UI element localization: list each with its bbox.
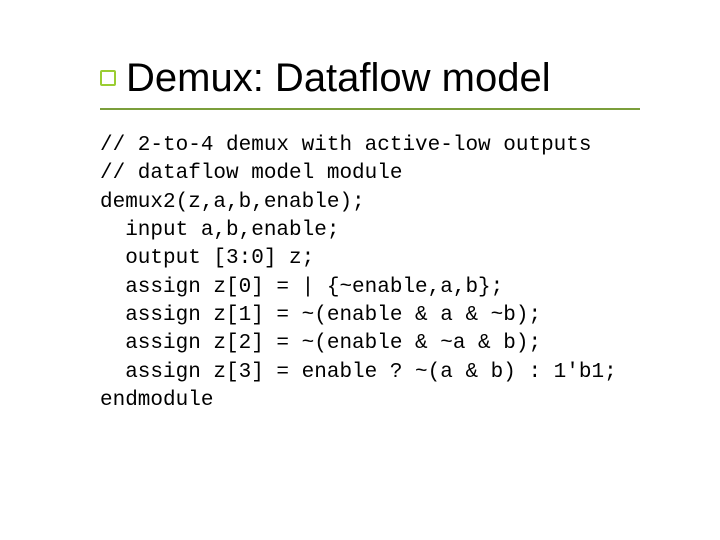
code-line: assign z[3] = enable ? ~(a & b) : 1'b1;	[100, 359, 720, 387]
code-line: input a,b,enable;	[100, 217, 720, 245]
code-line: output [3:0] z;	[100, 245, 720, 273]
code-line: // 2-to-4 demux with active-low outputs	[100, 132, 720, 160]
code-line: // dataflow model module	[100, 160, 720, 188]
bullet-icon	[100, 70, 116, 86]
slide: Demux: Dataflow model // 2-to-4 demux wi…	[0, 0, 720, 540]
slide-title: Demux: Dataflow model	[126, 56, 551, 100]
title-row: Demux: Dataflow model	[100, 56, 720, 100]
code-line: endmodule	[100, 387, 720, 415]
code-line: assign z[1] = ~(enable & a & ~b);	[100, 302, 720, 330]
code-line: assign z[2] = ~(enable & ~a & b);	[100, 330, 720, 358]
code-line: demux2(z,a,b,enable);	[100, 189, 720, 217]
code-line: assign z[0] = | {~enable,a,b};	[100, 274, 720, 302]
code-block: // 2-to-4 demux with active-low outputs/…	[100, 132, 720, 415]
title-underline	[100, 108, 640, 110]
